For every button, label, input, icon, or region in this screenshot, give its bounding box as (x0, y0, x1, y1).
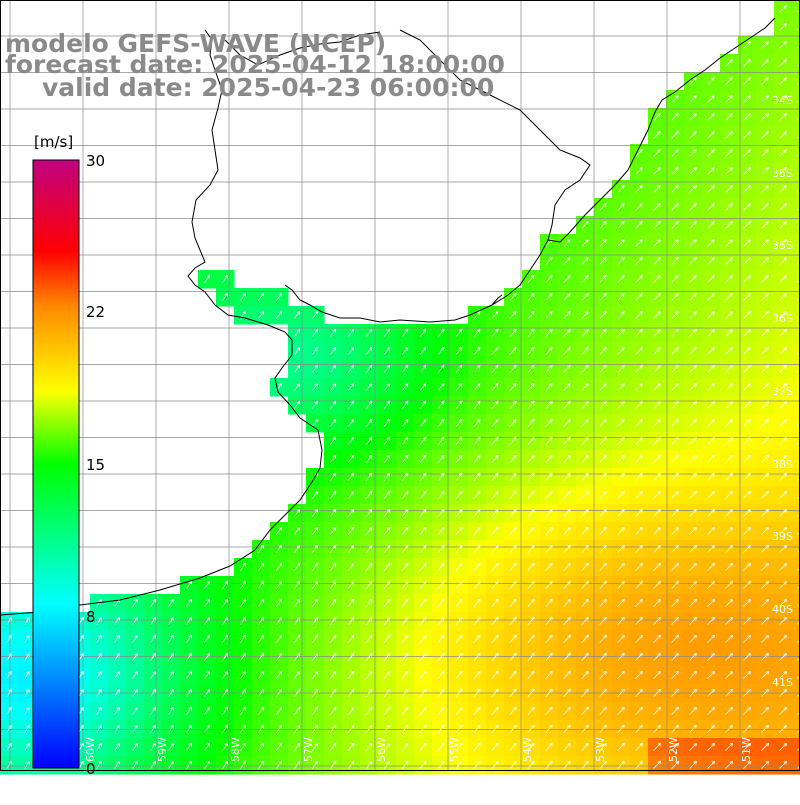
wind-cell (792, 378, 800, 397)
lon-label: 51W (740, 737, 753, 762)
lat-label: 37S (772, 385, 793, 398)
colorbar-tick: 8 (86, 608, 96, 626)
wind-cell (792, 162, 800, 181)
wind-cell (792, 486, 800, 505)
wind-cell (792, 126, 800, 145)
wind-cell (792, 468, 800, 487)
wind-cell (792, 72, 800, 91)
lon-label: 54W (521, 737, 534, 762)
lon-label: 58W (229, 737, 242, 762)
lat-label: 35S (772, 239, 793, 252)
wind-cell (792, 324, 800, 343)
title-valid-date: valid date: 2025-04-23 06:00:00 (42, 73, 494, 102)
wind-cell (792, 630, 800, 649)
lon-label: 57W (302, 737, 315, 762)
wind-cell (792, 90, 800, 109)
lat-label: 39S (772, 530, 793, 543)
wind-cell (792, 0, 800, 19)
wind-cell (792, 594, 800, 613)
wind-cell (792, 432, 800, 451)
wind-cell (792, 612, 800, 631)
wind-cell (792, 54, 800, 73)
lon-label: 60W (84, 737, 97, 762)
colorbar-tick: 30 (86, 152, 105, 170)
lon-label: 55W (448, 737, 461, 762)
wind-cell (792, 18, 800, 37)
wind-cell (792, 738, 800, 757)
lon-label: 52W (667, 737, 680, 762)
lat-label: 41S (772, 676, 793, 689)
lon-label: 56W (375, 737, 388, 762)
wind-cell (792, 270, 800, 289)
wind-cell (792, 198, 800, 217)
colorbar-unit: [m/s] (34, 133, 73, 151)
colorbar-ramp (33, 160, 79, 768)
wind-cell (792, 234, 800, 253)
wind-cell (792, 342, 800, 361)
wind-cell (792, 558, 800, 577)
wind-cell (792, 108, 800, 127)
wind-cell (792, 756, 800, 775)
colorbar-tick: 15 (86, 456, 105, 474)
lat-label: 40S (772, 603, 793, 616)
wind-cell (792, 396, 800, 415)
wind-cell (792, 450, 800, 469)
lon-label: 59W (156, 737, 169, 762)
wind-cell (792, 504, 800, 523)
lon-label: 53W (594, 737, 607, 762)
wind-cell (792, 306, 800, 325)
lat-label: 38S (772, 458, 793, 471)
wind-cell (792, 144, 800, 163)
wind-cell (792, 288, 800, 307)
lat-label: 34S (772, 94, 793, 107)
wind-cell (792, 540, 800, 559)
wind-cell (792, 180, 800, 199)
wind-cell (792, 702, 800, 721)
lat-label: 36S (772, 312, 793, 325)
wind-cell (792, 36, 800, 55)
colorbar-tick: 22 (86, 303, 105, 321)
wind-cell (792, 414, 800, 433)
wind-cell (792, 576, 800, 595)
wind-cell (792, 360, 800, 379)
lat-label: 35S (772, 167, 793, 180)
wind-cell (792, 666, 800, 685)
wind-cell (792, 522, 800, 541)
wind-cell (792, 648, 800, 667)
